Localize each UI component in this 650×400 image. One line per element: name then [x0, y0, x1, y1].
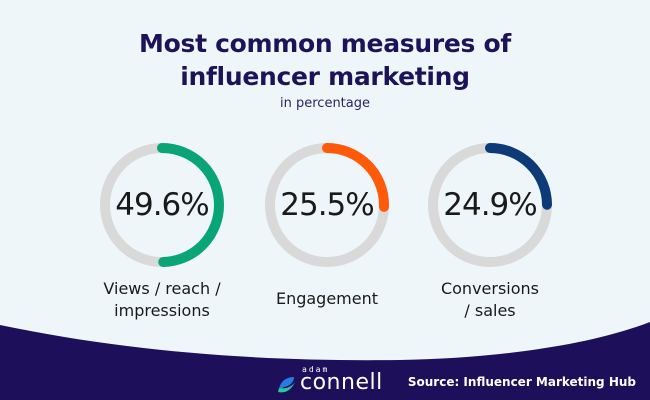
chart-title: Most common measures of influencer marke…	[0, 27, 650, 93]
logo-text: adam connell	[300, 365, 383, 395]
brand-logo: adam connell	[276, 365, 383, 395]
ring-svg	[265, 143, 389, 267]
chart-subtitle: in percentage	[280, 96, 370, 111]
logo-leaf-icon	[278, 377, 295, 393]
title-line-2: influencer marketing	[180, 62, 470, 91]
title-line-1: Most common measures of	[139, 29, 511, 58]
ring-value: 24.9%	[443, 187, 537, 223]
ring-svg	[428, 143, 552, 267]
label-line-2: impressions	[114, 301, 210, 320]
label-line-2: / sales	[464, 301, 516, 320]
ring-chart-views: 49.6%	[97, 140, 227, 270]
ring-svg	[100, 143, 224, 267]
ring-label-views: Views / reach / impressions	[77, 278, 247, 322]
label-line-1: Conversions	[440, 279, 540, 298]
label-line-1: Views / reach /	[103, 279, 221, 298]
ring-chart-conversions: 24.9%	[425, 140, 555, 270]
logo-adam: adam	[302, 365, 330, 374]
logo-connell: connell	[300, 370, 383, 395]
label-line-1: Engagement	[275, 289, 379, 308]
source-credit: Source: Influencer Marketing Hub	[407, 375, 636, 389]
ring-value: 49.6%	[115, 187, 209, 223]
ring-chart-engagement: 25.5%	[262, 140, 392, 270]
ring-label-engagement: Engagement	[242, 288, 412, 310]
ring-label-conversions: Conversions / sales	[405, 278, 575, 322]
ring-value: 25.5%	[280, 187, 374, 223]
